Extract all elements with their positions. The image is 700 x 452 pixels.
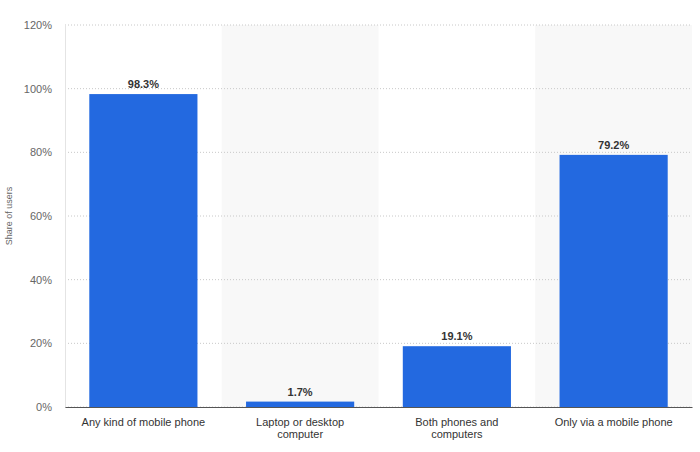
data-label: 1.7% xyxy=(288,386,313,398)
x-tick-label: Only via a mobile phone xyxy=(555,416,673,428)
x-tick: Both phones andcomputers xyxy=(415,416,498,441)
bar xyxy=(560,155,668,407)
grid xyxy=(65,25,692,407)
x-tick: Only via a mobile phone xyxy=(555,416,673,428)
data-label: 98.3% xyxy=(128,78,159,90)
y-axis-line xyxy=(65,26,66,408)
band-shading xyxy=(222,25,692,407)
y-tick: 0% xyxy=(36,401,52,413)
x-tick-label-line: Laptop or desktop xyxy=(256,416,344,428)
data-label: 19.1% xyxy=(441,330,472,342)
x-tick-label-line: computer xyxy=(277,428,323,440)
bar xyxy=(89,94,197,407)
bar xyxy=(403,346,511,407)
y-tick: 100% xyxy=(24,83,52,95)
x-tick: Any kind of mobile phone xyxy=(82,416,206,428)
y-tick: 20% xyxy=(30,337,52,349)
chart: 0% 20% 40% 60% 80% 100% 120% Any kind of mobile… xyxy=(0,0,700,452)
x-axis-line xyxy=(66,407,693,408)
plot: 0% 20% 40% 60% 80% 100% 120% Any kind of mobile… xyxy=(24,19,693,440)
x-tick-label: Laptop or desktopcomputer xyxy=(256,416,344,441)
data-label: 79.2% xyxy=(598,139,629,151)
bar xyxy=(246,402,354,407)
y-tick-label: 100% xyxy=(24,83,52,95)
y-tick: 120% xyxy=(24,19,52,31)
x-tick-label: Any kind of mobile phone xyxy=(82,416,206,428)
y-tick: 80% xyxy=(30,146,52,158)
y-tick: 60% xyxy=(30,210,52,222)
y-tick-label: 120% xyxy=(24,19,52,31)
x-tick-label-line: computers xyxy=(431,428,483,440)
y-axis-title: Share of users xyxy=(4,186,14,245)
y-tick-label: 0% xyxy=(36,401,52,413)
bars xyxy=(89,94,667,407)
grid-line xyxy=(65,25,692,26)
y-tick-label: 20% xyxy=(30,337,52,349)
y-tick-label: 80% xyxy=(30,146,52,158)
y-axis: 0% 20% 40% 60% 80% 100% 120% xyxy=(24,19,66,413)
y-tick: 40% xyxy=(30,274,52,286)
y-tick-label: 40% xyxy=(30,274,52,286)
x-axis: Any kind of mobile phone Laptop or deskto… xyxy=(66,408,693,441)
x-tick: Laptop or desktopcomputer xyxy=(256,416,344,441)
grid-line xyxy=(65,88,692,89)
x-tick-label-line: Both phones and xyxy=(415,416,498,428)
x-tick-label: Both phones andcomputers xyxy=(415,416,498,441)
data-labels: 98.3% 1.7% 19.1% 79.2% xyxy=(128,78,630,398)
y-tick-label: 60% xyxy=(30,210,52,222)
